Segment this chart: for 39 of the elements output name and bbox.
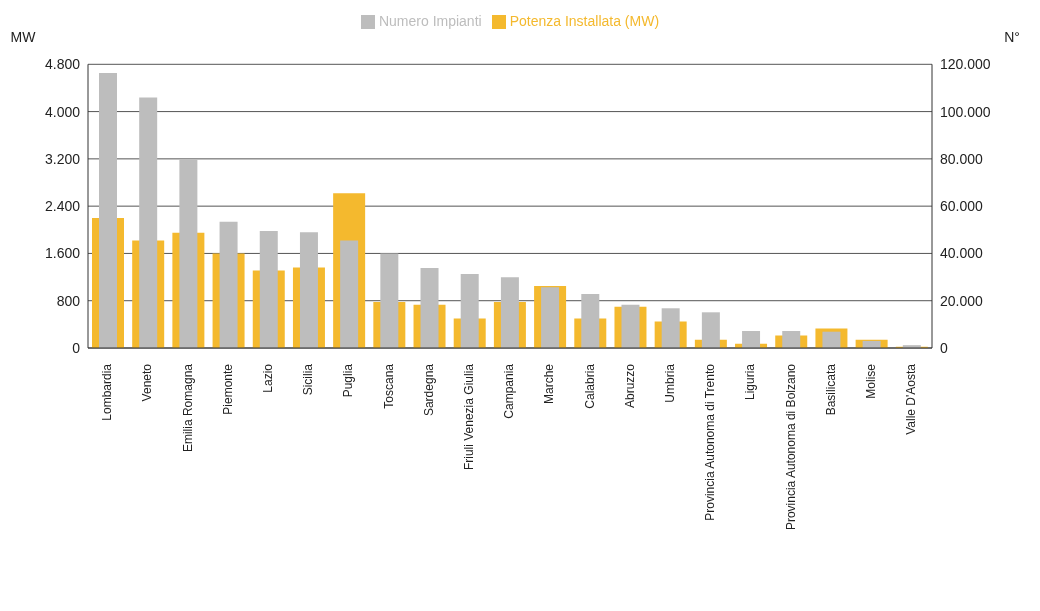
x-tick-label: Provincia Autonoma di Trento bbox=[703, 363, 718, 521]
y-tick-label: 800 bbox=[56, 292, 81, 309]
y-axis-title: MW bbox=[10, 29, 37, 46]
y-tick-label: 3.200 bbox=[44, 150, 81, 167]
x-tick-label: Veneto bbox=[140, 363, 155, 402]
legend-label: Numero Impianti bbox=[378, 13, 482, 29]
x-tick-label: Liguria bbox=[743, 363, 758, 401]
legend-label: Potenza Installata (MW) bbox=[509, 13, 660, 29]
x-tick-label: Friuli Venezia Giulia bbox=[461, 363, 476, 471]
y2-tick-label: 20.000 bbox=[940, 292, 984, 309]
x-tick-label: Campania bbox=[502, 363, 517, 419]
x-tick-label: Lombardia bbox=[100, 363, 115, 421]
y2-tick-label: 80.000 bbox=[940, 150, 984, 167]
x-tick-label: Emilia Romagna bbox=[180, 363, 195, 453]
x-tick-label: Valle D'Aosta bbox=[904, 363, 919, 435]
x-tick-label: Basilicata bbox=[823, 363, 838, 416]
x-tick-label: Lazio bbox=[261, 363, 276, 393]
y2-tick-label: 0 bbox=[940, 339, 948, 356]
x-tick-label: Puglia bbox=[341, 363, 356, 398]
x-tick-label: Umbria bbox=[662, 363, 677, 403]
y2-tick-label: 120.000 bbox=[940, 56, 991, 73]
y-tick-label: 0 bbox=[72, 339, 81, 356]
x-tick-label: Provincia Autonoma di Bolzano bbox=[783, 363, 798, 531]
x-tick-label: Sardegna bbox=[421, 363, 436, 417]
y-tick-label: 4.000 bbox=[44, 103, 81, 120]
x-tick-label: Toscana bbox=[381, 363, 396, 409]
x-tick-label: Abruzzo bbox=[622, 363, 637, 409]
y2-axis-title: N° bbox=[1004, 29, 1020, 46]
x-tick-label: Sicilia bbox=[301, 363, 316, 396]
y-tick-label: 4.800 bbox=[44, 56, 81, 73]
y2-tick-label: 60.000 bbox=[940, 198, 984, 215]
x-tick-label: Marche bbox=[542, 363, 557, 405]
x-tick-label: Molise bbox=[863, 363, 878, 399]
x-tick-label: Calabria bbox=[582, 363, 597, 409]
y-tick-label: 2.400 bbox=[44, 198, 81, 215]
x-tick-label: Piemonte bbox=[220, 363, 235, 415]
y2-tick-label: 100.000 bbox=[940, 103, 991, 120]
y2-tick-label: 40.000 bbox=[940, 245, 984, 262]
y-tick-label: 1.600 bbox=[44, 245, 81, 262]
